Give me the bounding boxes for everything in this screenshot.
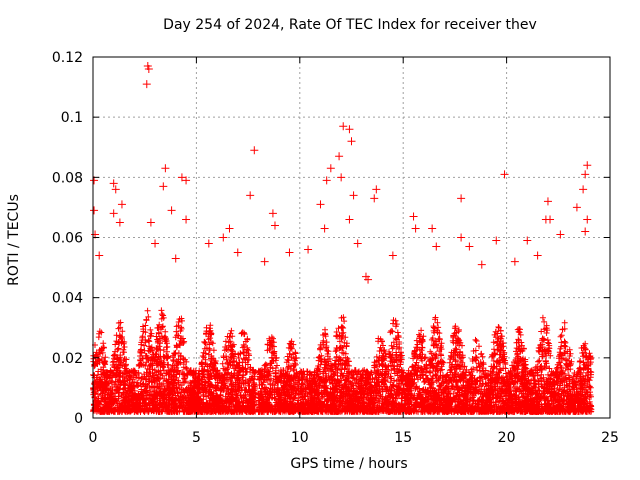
scatter-point [285, 248, 294, 257]
scatter-point [345, 215, 354, 224]
x-tick-label: 0 [89, 430, 98, 446]
scatter-point [541, 215, 550, 224]
y-tick-label: 0.08 [52, 170, 83, 186]
scatter-point [457, 194, 466, 203]
scatter-point [316, 200, 325, 209]
scatter-point [347, 137, 356, 146]
x-tick-label: 25 [601, 430, 619, 446]
scatter-point [533, 251, 542, 260]
scatter-point [260, 257, 269, 266]
scatter-point [109, 179, 118, 188]
scatter-point [151, 239, 160, 248]
axis-ticks: 0 5 10 15 20 25 0 0.02 0.04 0.06 0.08 0.1 0.12 [52, 50, 619, 446]
scatter-point [270, 221, 279, 230]
chart-title: Day 254 of 2024, Rate Of TEC Index for r… [163, 17, 537, 33]
scatter-point [500, 170, 509, 179]
y-tick-label: 0.06 [52, 231, 83, 247]
scatter-point [320, 224, 329, 233]
grid-layer [93, 57, 610, 418]
x-tick-label: 15 [394, 430, 412, 446]
scatter-point [579, 185, 588, 194]
scatter-point [326, 164, 335, 173]
scatter-point [233, 248, 242, 257]
scatter-point [177, 173, 186, 182]
scatter-point [225, 224, 234, 233]
dense-scatter-layer [90, 307, 595, 415]
scatter-point [372, 185, 381, 194]
scatter-point [583, 161, 592, 170]
scatter-point [492, 236, 501, 245]
x-axis-label: GPS time / hours [290, 456, 408, 472]
scatter-point [182, 176, 191, 185]
scatter-point [409, 212, 418, 221]
scatter-point [477, 260, 486, 269]
scatter-point [581, 170, 590, 179]
scatter-point [543, 197, 552, 206]
scatter-point [523, 236, 532, 245]
scatter-point [465, 242, 474, 251]
scatter-point [117, 200, 126, 209]
scatter-point [95, 251, 104, 260]
dense-roti-markers [90, 307, 595, 415]
x-tick-label: 5 [192, 430, 201, 446]
scatter-point [337, 173, 346, 182]
plot-frame [92, 56, 611, 419]
scatter-point [142, 80, 151, 89]
scatter-point [219, 233, 228, 242]
scatter-point [146, 218, 155, 227]
scatter-point [457, 233, 466, 242]
scatter-point [335, 152, 344, 161]
scatter-point [304, 245, 313, 254]
scatter-point [161, 164, 170, 173]
scatter-point [411, 224, 420, 233]
y-tick-label: 0 [74, 411, 83, 427]
x-tick-label: 10 [291, 430, 309, 446]
scatter-point [182, 215, 191, 224]
scatter-point [159, 182, 168, 191]
scatter-point [322, 176, 331, 185]
scatter-point [428, 224, 437, 233]
y-tick-label: 0.02 [52, 351, 83, 367]
scatter-point [510, 257, 519, 266]
scatter-point [572, 203, 581, 212]
scatter-point [171, 254, 180, 263]
scatter-point [109, 209, 118, 218]
scatter-point [167, 206, 176, 215]
y-tick-label: 0.1 [61, 110, 83, 126]
scatter-point [90, 206, 99, 215]
scatter-point [246, 191, 255, 200]
scatter-point [111, 185, 120, 194]
scatter-point [364, 275, 373, 284]
scatter-point [268, 209, 277, 218]
scatter-point [388, 251, 397, 260]
x-tick-label: 20 [498, 430, 516, 446]
scatter-point [204, 239, 213, 248]
scatter-point [345, 125, 354, 134]
scatter-point [581, 227, 590, 236]
y-tick-label: 0.12 [52, 50, 83, 66]
scatter-point [349, 191, 358, 200]
y-tick-label: 0.04 [52, 291, 83, 307]
scatter-point [370, 194, 379, 203]
scatter-point [250, 146, 259, 155]
scatter-points [90, 62, 592, 284]
scatter-point [556, 230, 565, 239]
scatter-point [353, 239, 362, 248]
scatter-point [144, 65, 153, 74]
scatter-point [115, 218, 124, 227]
scatter-point [432, 242, 441, 251]
scatter-point [583, 215, 592, 224]
scatter-point [339, 122, 348, 131]
